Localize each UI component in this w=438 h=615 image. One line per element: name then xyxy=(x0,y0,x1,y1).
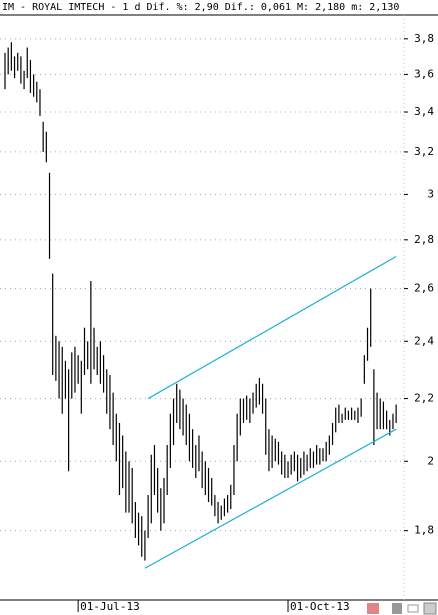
y-tick-label: 3,2 xyxy=(414,145,434,158)
y-tick-label: 2,6 xyxy=(414,282,434,295)
y-tick-label: 3 xyxy=(427,187,434,200)
tool-icon[interactable] xyxy=(407,604,419,613)
x-tick-label: 01-Jul-13 xyxy=(80,600,140,613)
y-tick-label: 3,8 xyxy=(414,32,434,45)
tool-icon[interactable] xyxy=(423,602,437,615)
tool-icon[interactable] xyxy=(367,603,379,614)
toolbar xyxy=(367,602,437,615)
chart-title: IM - ROYAL IMTECH - 1 d Dif. %: 2,90 Dif… xyxy=(2,2,399,13)
trend-line xyxy=(147,255,397,400)
y-tick-label: 3,6 xyxy=(414,67,434,80)
trend-line xyxy=(144,428,397,569)
y-tick-label: 2,4 xyxy=(414,334,434,347)
y-tick-label: 2,8 xyxy=(414,233,434,246)
y-tick-label: 1,8 xyxy=(414,524,434,537)
x-tick-label: 01-Oct-13 xyxy=(290,600,350,613)
tool-icon[interactable] xyxy=(392,603,402,614)
y-tick-label: 3,4 xyxy=(414,105,434,118)
y-tick-label: 2,2 xyxy=(414,392,434,405)
y-tick-label: 2 xyxy=(427,454,434,467)
